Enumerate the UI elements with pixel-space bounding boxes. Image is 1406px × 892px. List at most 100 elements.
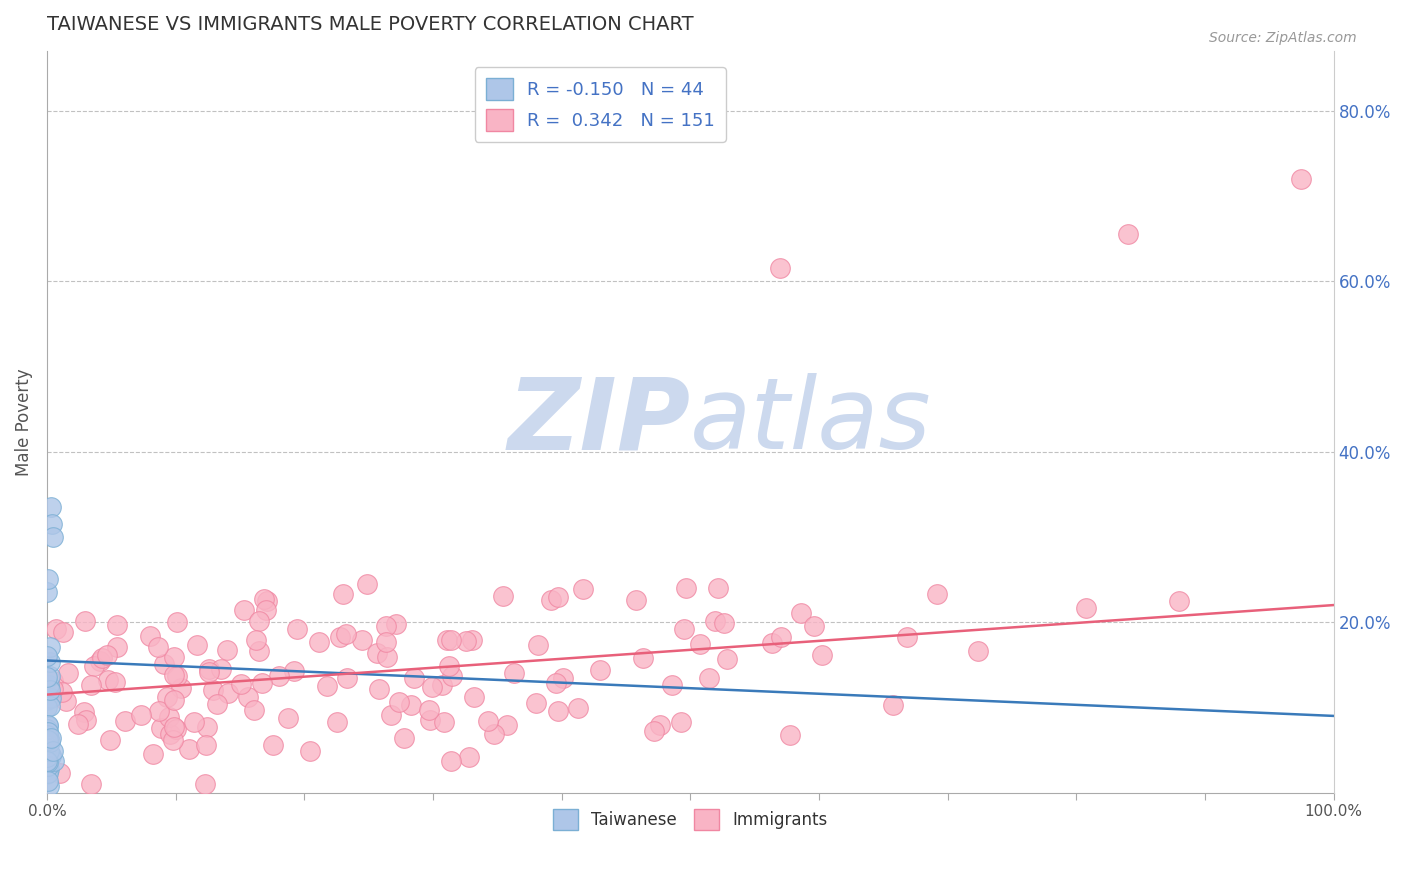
Point [163, 720, 186, 734]
Point [761, 636, 783, 650]
Point [650, 717, 672, 731]
Point [643, 723, 665, 738]
Point [170, 681, 193, 695]
Point [484, 727, 506, 741]
Point [37, 774, 59, 789]
Point [37, 759, 59, 773]
Point [38, 655, 60, 669]
Point [713, 616, 735, 631]
Point [492, 589, 515, 603]
Point [769, 261, 792, 276]
Point [89, 655, 111, 669]
Point [366, 646, 388, 660]
Point [42, 744, 65, 758]
Point [463, 690, 485, 705]
Point [194, 777, 217, 791]
Point [37, 732, 59, 747]
Point [73, 614, 96, 628]
Point [149, 721, 172, 735]
Y-axis label: Male Poverty: Male Poverty [15, 368, 32, 475]
Point [441, 668, 464, 682]
Point [75, 713, 97, 727]
Point [83, 659, 105, 673]
Point [45, 623, 67, 637]
Point [183, 714, 205, 729]
Point [232, 603, 254, 617]
Point [37, 573, 59, 587]
Point [716, 652, 738, 666]
Point [39, 683, 62, 698]
Point [37, 756, 59, 770]
Point [38, 762, 60, 776]
Point [437, 659, 460, 673]
Point [38, 640, 60, 654]
Legend: Taiwanese, Immigrants: Taiwanese, Immigrants [547, 803, 834, 836]
Point [454, 634, 477, 648]
Point [186, 638, 208, 652]
Text: TAIWANESE VS IMMIGRANTS MALE POVERTY CORRELATION CHART: TAIWANESE VS IMMIGRANTS MALE POVERTY COR… [46, 15, 693, 34]
Point [440, 632, 463, 647]
Point [35, 700, 58, 714]
Point [39, 735, 62, 749]
Point [704, 615, 727, 629]
Point [325, 715, 347, 730]
Point [37, 723, 59, 737]
Point [262, 739, 284, 753]
Point [247, 614, 270, 628]
Point [253, 592, 276, 607]
Point [166, 615, 188, 629]
Point [779, 728, 801, 742]
Point [80, 777, 103, 791]
Point [588, 663, 610, 677]
Point [177, 741, 200, 756]
Point [524, 696, 547, 710]
Point [142, 747, 165, 761]
Point [38, 779, 60, 793]
Point [139, 629, 162, 643]
Point [37, 733, 59, 747]
Point [38, 744, 60, 758]
Point [430, 678, 453, 692]
Point [163, 692, 186, 706]
Point [37, 746, 59, 760]
Point [329, 630, 352, 644]
Point [335, 626, 357, 640]
Point [37, 725, 59, 739]
Point [707, 582, 730, 596]
Point [37, 717, 59, 731]
Point [38, 731, 60, 745]
Point [540, 592, 562, 607]
Point [567, 701, 589, 715]
Point [217, 642, 239, 657]
Point [402, 671, 425, 685]
Point [37, 719, 59, 733]
Point [166, 669, 188, 683]
Point [207, 698, 229, 712]
Point [39, 748, 62, 763]
Point [201, 683, 224, 698]
Point [283, 664, 305, 678]
Point [631, 650, 654, 665]
Point [308, 635, 330, 649]
Point [42, 754, 65, 768]
Point [496, 718, 519, 732]
Point [790, 607, 813, 621]
Point [37, 767, 59, 781]
Point [52, 625, 75, 640]
Point [98, 733, 121, 747]
Point [547, 704, 569, 718]
Point [39, 500, 62, 514]
Point [350, 633, 373, 648]
Point [129, 708, 152, 723]
Point [104, 675, 127, 690]
Point [285, 622, 308, 636]
Point [374, 635, 396, 649]
Point [527, 639, 550, 653]
Point [195, 720, 218, 734]
Point [769, 630, 792, 644]
Point [35, 749, 58, 764]
Point [165, 722, 187, 736]
Point [38, 678, 60, 692]
Point [153, 657, 176, 671]
Point [882, 698, 904, 712]
